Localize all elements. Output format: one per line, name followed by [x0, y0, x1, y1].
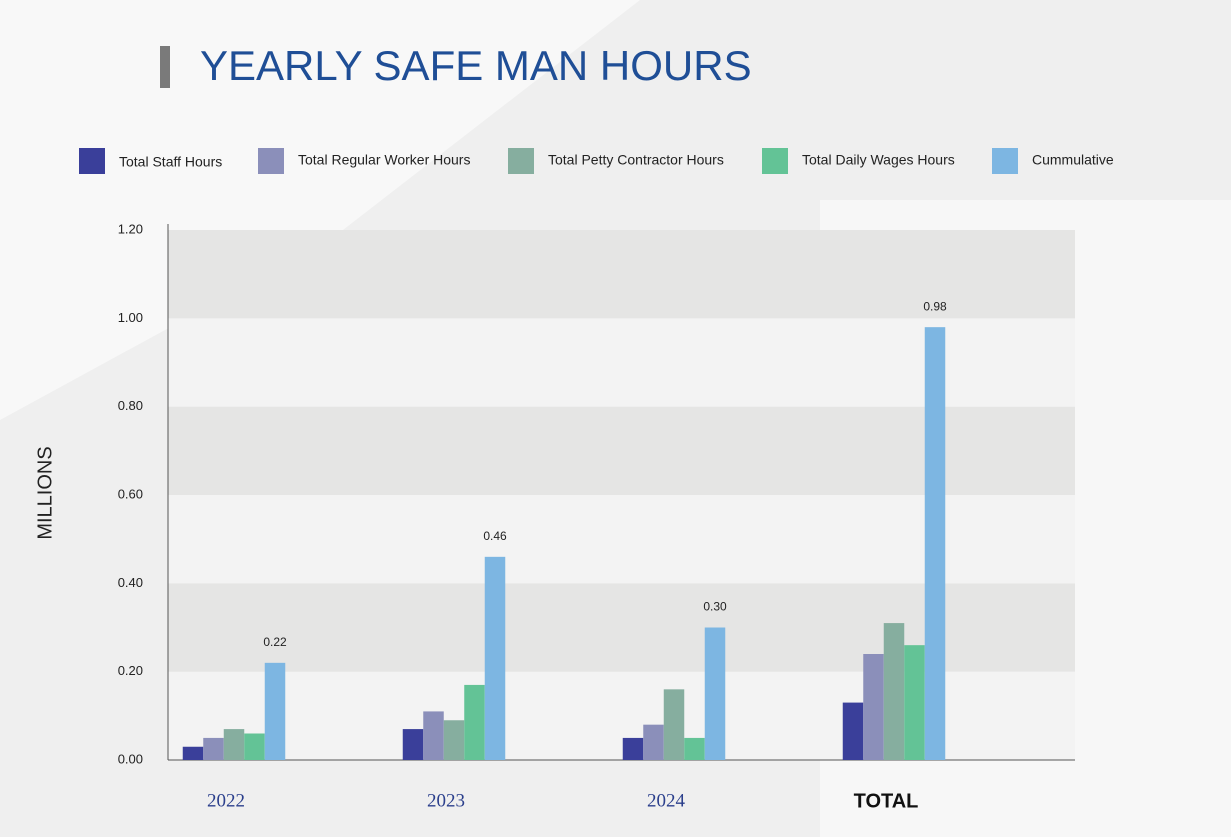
bar	[924, 327, 946, 760]
grid-band	[168, 318, 1075, 407]
bar	[904, 645, 925, 760]
bar	[842, 702, 864, 760]
grid-band	[168, 406, 1075, 495]
bar	[643, 724, 664, 760]
x-tick-label: 2022	[207, 790, 245, 811]
bar	[402, 729, 424, 760]
legend-label: Total Daily Wages Hours	[802, 152, 955, 168]
bar	[464, 684, 485, 760]
value-label: 0.98	[923, 299, 947, 313]
legend-swatch	[79, 148, 105, 174]
bar	[223, 729, 245, 760]
grid-band	[168, 230, 1075, 319]
bar	[622, 737, 644, 760]
y-axis-label: MILLIONS	[34, 446, 56, 539]
bar	[244, 733, 265, 760]
legend-label: Total Regular Worker Hours	[298, 152, 470, 168]
bar	[443, 720, 465, 760]
bar	[684, 737, 705, 760]
value-label: 0.22	[263, 635, 287, 649]
value-label: 0.46	[483, 529, 507, 543]
bar	[883, 623, 905, 760]
bar	[423, 711, 444, 760]
legend-label: Total Petty Contractor Hours	[548, 152, 724, 168]
y-tick-label: 0.60	[118, 486, 143, 501]
legend-swatch	[992, 148, 1018, 174]
y-tick-label: 0.80	[118, 398, 143, 413]
x-tick-label: 2023	[427, 790, 465, 811]
bar	[704, 627, 726, 760]
y-tick-label: 1.20	[118, 221, 143, 236]
x-tick-label: TOTAL	[854, 790, 919, 812]
y-tick-label: 0.40	[118, 575, 143, 590]
y-tick-label: 0.00	[118, 751, 143, 766]
legend-label: Cummulative	[1032, 152, 1114, 168]
chart-title: YEARLY SAFE MAN HOURS	[200, 42, 752, 89]
bar	[264, 662, 286, 760]
bar	[182, 746, 204, 760]
legend-swatch	[762, 148, 788, 174]
legend-swatch	[258, 148, 284, 174]
bar	[203, 737, 224, 760]
title-marker	[160, 46, 170, 88]
value-label: 0.30	[703, 600, 727, 614]
bar	[663, 689, 685, 760]
bar	[484, 556, 506, 760]
y-tick-label: 0.20	[118, 663, 143, 678]
bar	[863, 654, 884, 760]
background-shape	[0, 0, 640, 420]
x-tick-label: 2024	[647, 790, 686, 811]
y-tick-label: 1.00	[118, 310, 143, 325]
legend-swatch	[508, 148, 534, 174]
grid-band	[168, 495, 1075, 584]
legend-label: Total Staff Hours	[119, 154, 222, 170]
